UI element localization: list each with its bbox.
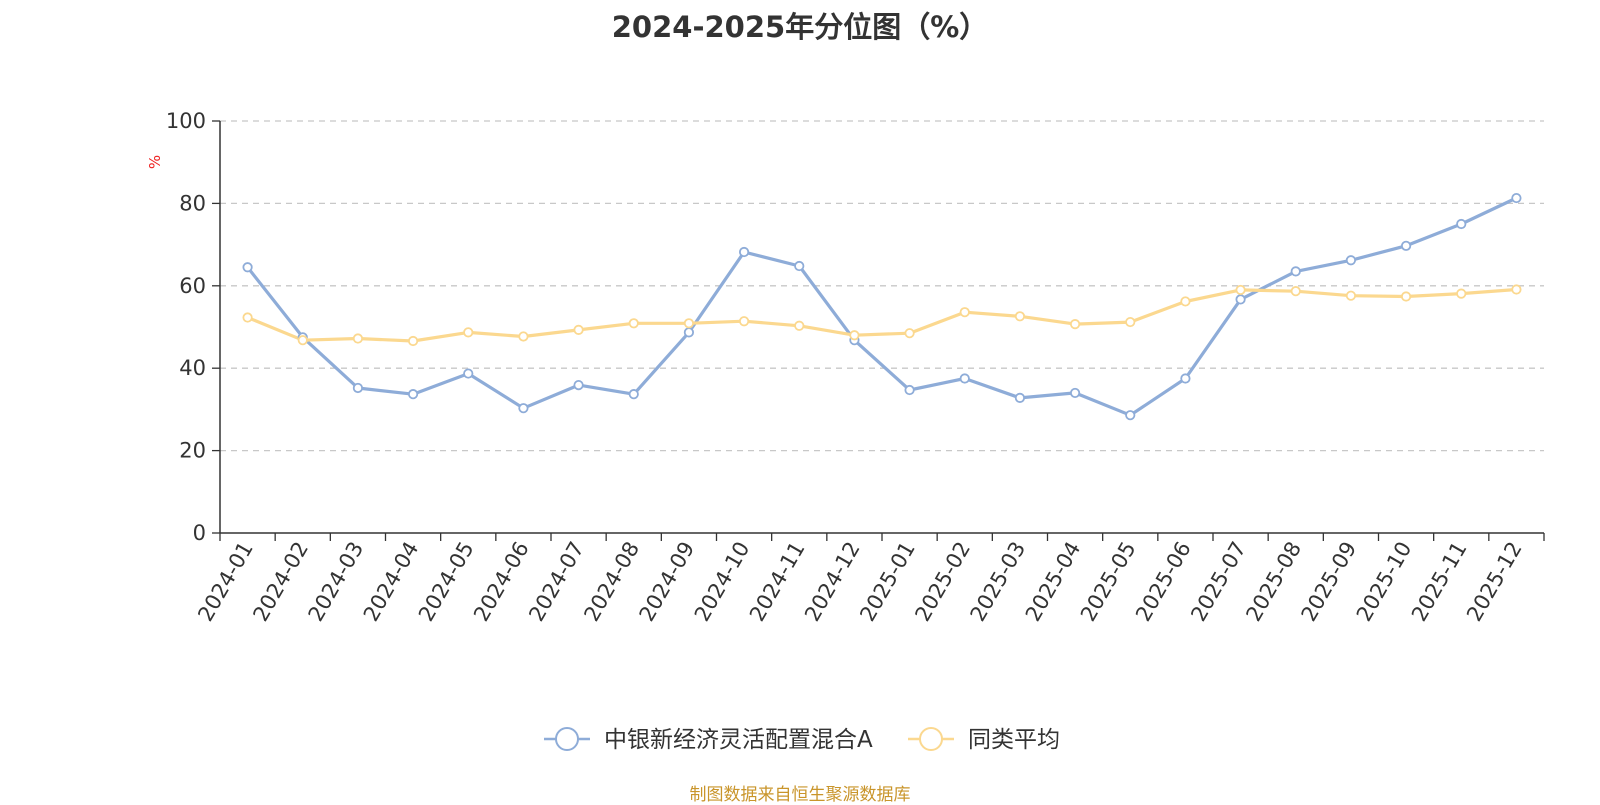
y-tick-label: 20 — [179, 439, 206, 463]
data-point-1 — [1456, 218, 1467, 230]
data-point-1 — [407, 389, 419, 400]
y-tick-label: 60 — [179, 274, 206, 298]
data-point-2 — [959, 307, 970, 318]
data-point-1 — [242, 262, 253, 273]
legend-label: 中银新经济灵活配置混合A — [604, 727, 873, 753]
data-point-1 — [1400, 240, 1412, 251]
data-point-2 — [1180, 296, 1191, 307]
data-point-1 — [1345, 255, 1357, 266]
y-tick-label: 100 — [166, 109, 206, 133]
data-point-1 — [1290, 266, 1301, 277]
data-point-2 — [352, 333, 364, 344]
data-point-2 — [1069, 319, 1081, 330]
data-point-2 — [1456, 288, 1467, 299]
y-tick-label: 40 — [179, 356, 206, 380]
data-point-1 — [1235, 294, 1246, 305]
data-point-1 — [628, 389, 639, 400]
data-point-1 — [463, 368, 474, 379]
data-point-1 — [738, 246, 750, 258]
data-point-2 — [1014, 311, 1026, 322]
x-tick-labels: 2024-012024-022024-032024-042024-052024-… — [193, 538, 1526, 626]
series-line-2 — [246, 287, 1517, 343]
y-tick-label: 0 — [193, 521, 206, 545]
data-point-1 — [794, 260, 805, 272]
data-point-2 — [1511, 284, 1522, 295]
series-lines — [246, 196, 1518, 417]
series-points — [242, 192, 1522, 421]
data-point-1 — [352, 382, 364, 394]
data-point-2 — [463, 327, 474, 338]
legend: 中银新经济灵活配置混合A 同类平均 — [544, 727, 1060, 753]
axes — [212, 120, 1545, 541]
data-point-2 — [628, 318, 639, 329]
data-point-1 — [518, 403, 529, 414]
legend-marker — [555, 727, 579, 751]
data-point-2 — [297, 335, 308, 346]
data-point-1 — [1014, 392, 1026, 403]
data-point-1 — [959, 373, 970, 384]
data-point-2 — [1125, 316, 1136, 328]
data-point-2 — [1345, 290, 1357, 301]
y-tick-labels: 0 20 40 60 80 100 — [166, 109, 206, 545]
data-point-2 — [242, 312, 253, 323]
data-point-1 — [1511, 192, 1522, 204]
data-point-2 — [1290, 286, 1301, 297]
data-point-2 — [407, 335, 419, 347]
data-point-1 — [683, 327, 695, 338]
series-line-1 — [246, 196, 1518, 417]
y-axis-label: % — [146, 155, 164, 169]
data-point-2 — [518, 331, 529, 342]
data-point-2 — [573, 324, 584, 335]
grid-lines — [220, 120, 1544, 452]
x-tick-label: 2025-12 — [1462, 538, 1527, 626]
chart-title: 2024-2025年分位图（%） — [611, 10, 989, 44]
legend-label: 同类平均 — [968, 727, 1060, 753]
legend-marker — [919, 727, 943, 751]
source-note: 制图数据来自恒生聚源数据库 — [689, 785, 911, 805]
data-point-1 — [904, 384, 915, 396]
y-tick-label: 80 — [179, 191, 206, 215]
data-point-2 — [1235, 284, 1246, 296]
data-point-2 — [683, 318, 695, 329]
data-point-1 — [1180, 373, 1191, 384]
data-point-1 — [573, 379, 584, 391]
data-point-2 — [904, 328, 915, 339]
data-point-1 — [1069, 387, 1081, 399]
data-point-1 — [1125, 410, 1136, 421]
data-point-2 — [1400, 291, 1412, 302]
data-point-2 — [738, 316, 750, 327]
data-point-2 — [794, 320, 805, 331]
data-point-2 — [849, 330, 860, 341]
